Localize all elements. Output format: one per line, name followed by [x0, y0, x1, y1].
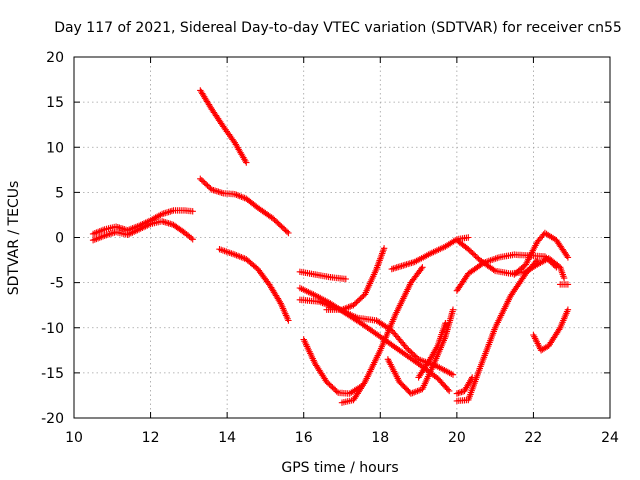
series-markers — [557, 281, 572, 288]
series-markers — [511, 229, 572, 278]
x-tick-label: 10 — [65, 430, 83, 446]
series-track-13 — [384, 306, 457, 397]
y-axis-label: SDTVAR / TECUs — [6, 181, 22, 296]
series-track-9 — [300, 336, 365, 397]
chart-title: Day 117 of 2021, Sidereal Day-to-day VTE… — [54, 20, 622, 36]
y-tick-label: 0 — [55, 231, 64, 247]
series-track-14 — [415, 320, 449, 381]
series-markers — [89, 218, 196, 244]
grid — [74, 57, 610, 418]
series-track-3 — [197, 87, 250, 166]
x-tick-label: 22 — [525, 430, 543, 446]
series-markers — [300, 336, 365, 397]
series-markers — [296, 268, 349, 283]
series-markers — [197, 175, 292, 237]
x-tick-label: 14 — [218, 430, 236, 446]
x-tick-label: 12 — [142, 430, 160, 446]
series-track-18 — [453, 251, 560, 294]
series-track-21 — [557, 281, 572, 288]
y-tick-label: 5 — [55, 185, 64, 201]
series-markers — [338, 264, 426, 406]
series-track-1 — [89, 207, 196, 238]
y-tick-label: 10 — [46, 140, 64, 156]
series-markers — [453, 251, 560, 294]
x-tick-label: 18 — [371, 430, 389, 446]
series-markers — [453, 374, 476, 397]
x-tick-label: 24 — [601, 430, 619, 446]
series-track-6 — [296, 268, 349, 283]
y-tick-label: 20 — [46, 50, 64, 66]
series-markers — [323, 245, 388, 313]
y-tick-label: 15 — [46, 95, 64, 111]
series-markers — [384, 306, 457, 397]
series-track-4 — [197, 175, 292, 237]
x-tick-label: 20 — [448, 430, 466, 446]
y-tick-label: -20 — [41, 411, 64, 427]
y-tick-label: -5 — [50, 276, 64, 292]
series-markers — [216, 246, 292, 324]
series-track-20 — [530, 306, 572, 354]
series-track-19 — [511, 229, 572, 278]
series-markers — [197, 87, 250, 166]
series-markers — [415, 320, 449, 381]
y-tick-label: -15 — [41, 366, 64, 382]
series-track-11 — [323, 245, 388, 313]
series-track-10 — [338, 264, 426, 406]
series-markers — [530, 306, 572, 354]
series-track-2 — [89, 218, 196, 244]
x-axis-label: GPS time / hours — [281, 460, 398, 476]
series-markers — [89, 207, 196, 238]
y-tick-label: -10 — [41, 321, 64, 337]
axis-ticks — [73, 56, 611, 419]
x-tick-labels: 10 12 14 16 18 20 22 24 — [65, 430, 619, 446]
x-tick-label: 16 — [295, 430, 313, 446]
data-series — [89, 87, 572, 406]
y-tick-labels: -20 -15 -10 -5 0 5 10 15 20 — [41, 50, 64, 427]
series-track-5 — [216, 246, 292, 324]
series-track-16 — [453, 374, 476, 397]
